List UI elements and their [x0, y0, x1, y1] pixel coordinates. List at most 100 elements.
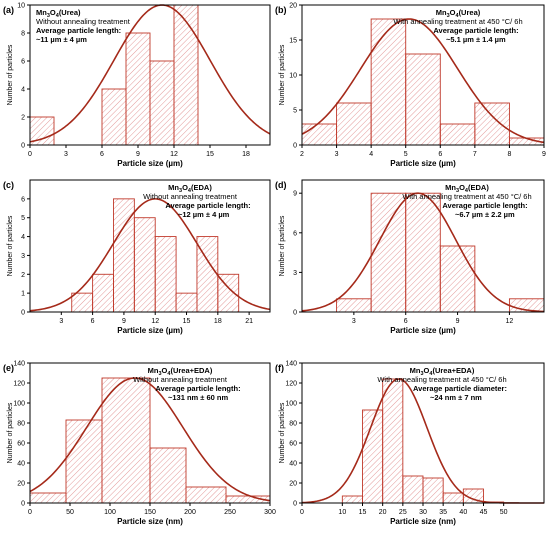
histogram-bar — [71, 292, 94, 313]
histogram-bar — [149, 447, 187, 504]
y-tick-label: 120 — [285, 381, 297, 388]
gaussian-fit-curve — [301, 192, 545, 313]
y-axis-label: Number of particles — [7, 215, 14, 276]
annotation-material: Mn3O4(Urea+EDA) — [148, 366, 213, 377]
annotation-material: Mn3O4(Urea+EDA) — [410, 366, 475, 377]
annotation-material-part: 4 — [456, 13, 460, 19]
y-tick-label: 0 — [21, 143, 25, 150]
x-tick-label: 7 — [473, 151, 477, 158]
histogram-bar — [336, 102, 372, 146]
x-tick-label: 0 — [300, 509, 304, 516]
annotation-material-part: O — [424, 366, 430, 375]
annotation-average-value: ~12 µm ± 4 µm — [178, 210, 230, 219]
x-tick-label: 9 — [456, 318, 460, 325]
annotation-average-label: Average particle length: — [442, 201, 527, 210]
y-tick-label: 2 — [21, 272, 25, 279]
x-tick-label: 45 — [480, 509, 488, 516]
panel-label: (f) — [275, 363, 284, 373]
annotation-material-part: 4 — [429, 371, 433, 377]
x-tick-label: 15 — [183, 318, 191, 325]
y-axis-label: Number of particles — [279, 215, 286, 276]
annotation-average-value: ~24 nm ± 7 nm — [430, 393, 482, 402]
x-tick-label: 25 — [399, 509, 407, 516]
x-tick-label: 20 — [379, 509, 387, 516]
annotation-average-value: ~6.7 µm ± 2.2 µm — [455, 210, 515, 219]
y-tick-label: 0 — [293, 143, 297, 150]
histogram-bar — [474, 102, 510, 146]
x-tick-label: 12 — [151, 318, 159, 325]
plot-frame — [29, 179, 271, 313]
gaussian-fit-curve — [29, 198, 271, 312]
annotation-material-part: 3 — [420, 371, 423, 377]
histogram-bar — [29, 492, 67, 504]
annotation-material-part: 3 — [447, 13, 450, 19]
y-tick-label: 120 — [13, 381, 25, 388]
y-tick-label: 9 — [293, 191, 297, 198]
histogram-bar — [65, 419, 103, 504]
annotation-material-part: (Urea) — [459, 8, 481, 17]
annotation-average-label: Average particle length: — [165, 201, 250, 210]
histogram-bar — [382, 378, 404, 504]
histogram-bar — [101, 377, 151, 504]
annotation-material-part: 4 — [167, 371, 171, 377]
y-axis-label: Number of particles — [279, 44, 286, 105]
annotation-material-part: (Urea) — [59, 8, 81, 17]
annotation-average-label: Average particle length: — [433, 26, 518, 35]
annotation-material-part: 3 — [158, 371, 161, 377]
gaussian-fit-curve — [29, 4, 271, 143]
plot-frame — [29, 4, 271, 146]
x-tick-label: 0 — [28, 509, 32, 516]
annotation-material: Mn3O4(Urea) — [36, 8, 81, 19]
y-tick-label: 80 — [17, 421, 25, 428]
x-tick-label: 3 — [59, 318, 63, 325]
x-tick-label: 12 — [506, 318, 514, 325]
annotation-material-part: 4 — [188, 188, 192, 194]
x-tick-label: 3 — [352, 318, 356, 325]
y-tick-label: 4 — [21, 87, 25, 94]
x-tick-label: 9 — [136, 151, 140, 158]
y-tick-label: 5 — [21, 215, 25, 222]
histogram-bar — [154, 236, 177, 313]
annotation-material-part: (Urea+EDA) — [170, 366, 212, 375]
x-tick-label: 8 — [507, 151, 511, 158]
y-tick-label: 100 — [13, 401, 25, 408]
y-tick-label: 140 — [13, 361, 25, 368]
panel-label: (b) — [275, 5, 287, 15]
x-tick-label: 18 — [242, 151, 250, 158]
annotation-average-label: Average particle length: — [155, 384, 240, 393]
annotation-material-part: O — [459, 183, 465, 192]
y-tick-label: 8 — [21, 31, 25, 38]
y-tick-label: 6 — [293, 230, 297, 237]
annotation-material-part: O — [50, 8, 56, 17]
annotation-treatment: Without annealing treatment — [36, 17, 131, 26]
annotation-material-part: O — [450, 8, 456, 17]
x-tick-label: 50 — [66, 509, 74, 516]
annotation-material-part: (Urea+EDA) — [432, 366, 474, 375]
x-tick-label: 15 — [206, 151, 214, 158]
y-tick-label: 80 — [289, 421, 297, 428]
histogram-bar — [92, 273, 114, 313]
x-axis-label: Particle size (µm) — [117, 326, 183, 335]
x-axis-label: Particle size (µm) — [390, 159, 456, 168]
gaussian-fit-curve — [301, 18, 545, 144]
chart-panel-6: 0 10 15 20 25 30 35 40 45 50 0 20 40 60 80 100 120 140 Par… — [275, 361, 545, 526]
x-tick-label: 250 — [224, 509, 236, 516]
x-tick-label: 15 — [359, 509, 367, 516]
x-tick-label: 200 — [184, 509, 196, 516]
y-tick-label: 20 — [289, 3, 297, 10]
x-tick-label: 0 — [28, 151, 32, 158]
histogram-bar — [402, 475, 424, 504]
annotation-material-part: Mn — [168, 183, 179, 192]
histogram-bar — [370, 192, 407, 313]
y-tick-label: 0 — [21, 310, 25, 317]
annotation-material-part: Mn — [445, 183, 456, 192]
y-tick-label: 40 — [17, 461, 25, 468]
x-tick-label: 3 — [335, 151, 339, 158]
x-tick-label: 30 — [419, 509, 427, 516]
y-tick-label: 5 — [293, 108, 297, 115]
y-tick-label: 60 — [289, 441, 297, 448]
y-tick-label: 10 — [17, 3, 25, 10]
annotation-material-part: 4 — [56, 13, 60, 19]
x-tick-label: 9 — [122, 318, 126, 325]
